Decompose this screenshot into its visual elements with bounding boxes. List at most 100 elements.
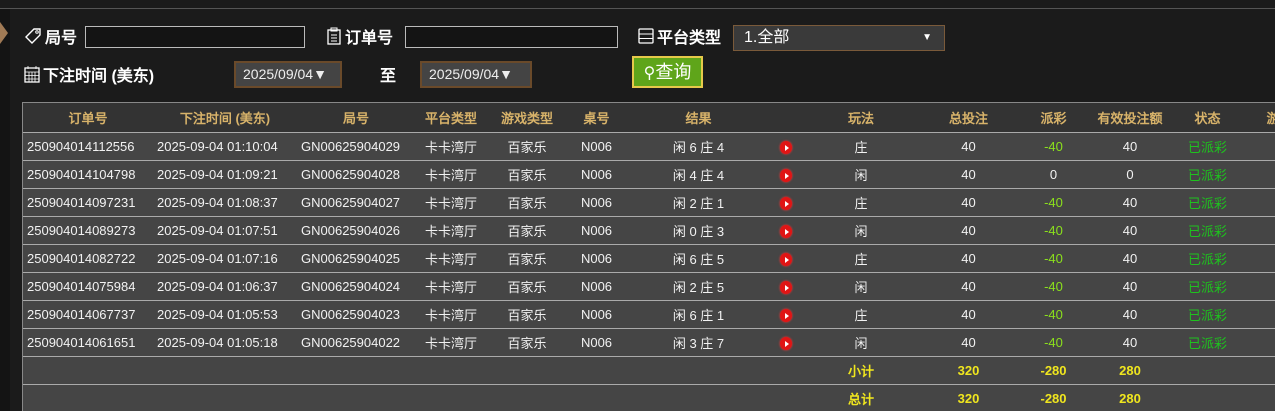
subtotal-row: 小计 320 -280 280: [23, 356, 1275, 385]
result-cell: 闲 6 庄 1: [626, 300, 771, 329]
query-button[interactable]: ⚲查询: [632, 56, 703, 88]
round-label: 局号: [24, 24, 77, 48]
sidebar-toggle-icon[interactable]: [0, 22, 8, 44]
table-row[interactable]: 250904014075984 2025-09-04 01:06:37 GN0062…: [23, 272, 1275, 301]
play-cell: 闲: [801, 328, 921, 357]
column-header-result: 结果: [626, 102, 771, 133]
game-cell: [1246, 300, 1275, 329]
status-cell: 已派彩: [1169, 188, 1246, 217]
game-cell: [1246, 160, 1275, 189]
subtotal-cell: [626, 356, 771, 385]
subtotal-label: 小计: [801, 356, 921, 385]
time-cell: 2025-09-04 01:08:37: [153, 188, 297, 217]
payout-cell: -40: [1016, 272, 1091, 301]
total-cell: [626, 384, 771, 411]
status-cell: 已派彩: [1169, 244, 1246, 273]
tag-icon: [25, 28, 41, 44]
video-play-icon[interactable]: [780, 141, 792, 155]
table-cell: N006: [567, 132, 626, 161]
total-cell: [23, 384, 153, 411]
platform-cell: 卡卡湾厅: [415, 132, 487, 161]
total-cell: [771, 384, 801, 411]
column-header-game-type: 游戏类型: [487, 102, 567, 133]
order-cell: 250904014075984: [23, 272, 153, 301]
column-header-replay: [771, 102, 801, 133]
result-cell: 闲 2 庄 5: [626, 272, 771, 301]
total-cell: [1169, 384, 1246, 411]
to-label: 至: [380, 68, 397, 85]
total-cell: [153, 384, 297, 411]
platform-cell: 卡卡湾厅: [415, 328, 487, 357]
valid-cell: 40: [1091, 328, 1169, 357]
game-cell: [1246, 216, 1275, 245]
time-cell: 2025-09-04 01:06:37: [153, 272, 297, 301]
table-row[interactable]: 250904014104798 2025-09-04 01:09:21 GN0062…: [23, 160, 1275, 189]
list-icon: [638, 28, 654, 44]
date-to-picker[interactable]: 2025/09/04▼: [420, 61, 532, 88]
order-cell: 250904014097231: [23, 188, 153, 217]
table-row[interactable]: 250904014067737 2025-09-04 01:05:53 GN0062…: [23, 300, 1275, 329]
table-row[interactable]: 250904014097231 2025-09-04 01:08:37 GN0062…: [23, 188, 1275, 217]
table-row[interactable]: 250904014089273 2025-09-04 01:07:51 GN0062…: [23, 216, 1275, 245]
time-cell: 2025-09-04 01:10:04: [153, 132, 297, 161]
order-cell: 250904014061651: [23, 328, 153, 357]
table-row[interactable]: 250904014061651 2025-09-04 01:05:18 GN0062…: [23, 328, 1275, 357]
subtotal-cell: [567, 356, 626, 385]
platform-cell: 卡卡湾厅: [415, 244, 487, 273]
table-cell: N006: [567, 328, 626, 357]
platform-cell: 卡卡湾厅: [415, 272, 487, 301]
subtotal-cell: [487, 356, 567, 385]
order-cell: 250904014089273: [23, 216, 153, 245]
bet-cell: 40: [921, 272, 1016, 301]
table-row[interactable]: 250904014112556 2025-09-04 01:10:04 GN0062…: [23, 132, 1275, 161]
subtotal-valid: 280: [1091, 356, 1169, 385]
status-cell: 已派彩: [1169, 216, 1246, 245]
dropdown-arrow-icon: ▼: [922, 32, 932, 43]
round-cell: GN00625904028: [297, 160, 415, 189]
valid-cell: 40: [1091, 216, 1169, 245]
status-cell: 已派彩: [1169, 328, 1246, 357]
bet-cell: 40: [921, 132, 1016, 161]
game-cell: [1246, 328, 1275, 357]
table-cell: N006: [567, 188, 626, 217]
round-cell: GN00625904023: [297, 300, 415, 329]
platform-label: 平台类型: [638, 24, 721, 48]
top-divider: [0, 8, 1275, 9]
round-cell: GN00625904027: [297, 188, 415, 217]
date-from-picker[interactable]: 2025/09/04▼: [234, 61, 342, 88]
video-play-icon[interactable]: [780, 225, 792, 239]
round-cell: GN00625904022: [297, 328, 415, 357]
total-cell: [297, 384, 415, 411]
order-cell: 250904014082722: [23, 244, 153, 273]
valid-cell: 40: [1091, 132, 1169, 161]
order-input[interactable]: [405, 26, 618, 48]
table-cell: N006: [567, 160, 626, 189]
video-play-icon[interactable]: [780, 337, 792, 351]
game-cell: 百家乐: [487, 216, 567, 245]
payout-cell: -40: [1016, 300, 1091, 329]
video-play-icon[interactable]: [780, 169, 792, 183]
video-play-icon[interactable]: [780, 253, 792, 267]
time-cell: 2025-09-04 01:09:21: [153, 160, 297, 189]
game-cell: 百家乐: [487, 188, 567, 217]
video-play-icon[interactable]: [780, 281, 792, 295]
round-input[interactable]: [85, 26, 305, 48]
payout-cell: -40: [1016, 328, 1091, 357]
valid-cell: 40: [1091, 188, 1169, 217]
video-play-icon[interactable]: [780, 197, 792, 211]
table-cell: N006: [567, 244, 626, 273]
total-cell: [487, 384, 567, 411]
column-header-order-id: 订单号: [23, 102, 153, 133]
platform-select[interactable]: 1.全部 ▼: [733, 25, 945, 51]
query-button-label: 查询: [655, 62, 692, 82]
payout-cell: -40: [1016, 132, 1091, 161]
replay-cell: [771, 272, 801, 301]
table-row[interactable]: 250904014082722 2025-09-04 01:07:16 GN0062…: [23, 244, 1275, 273]
platform-selected-value: 1.全部: [744, 29, 790, 46]
replay-cell: [771, 328, 801, 357]
platform-label-text: 平台类型: [657, 30, 722, 47]
video-play-icon[interactable]: [780, 309, 792, 323]
platform-cell: 卡卡湾厅: [415, 300, 487, 329]
round-cell: GN00625904026: [297, 216, 415, 245]
subtotal-cell: [415, 356, 487, 385]
